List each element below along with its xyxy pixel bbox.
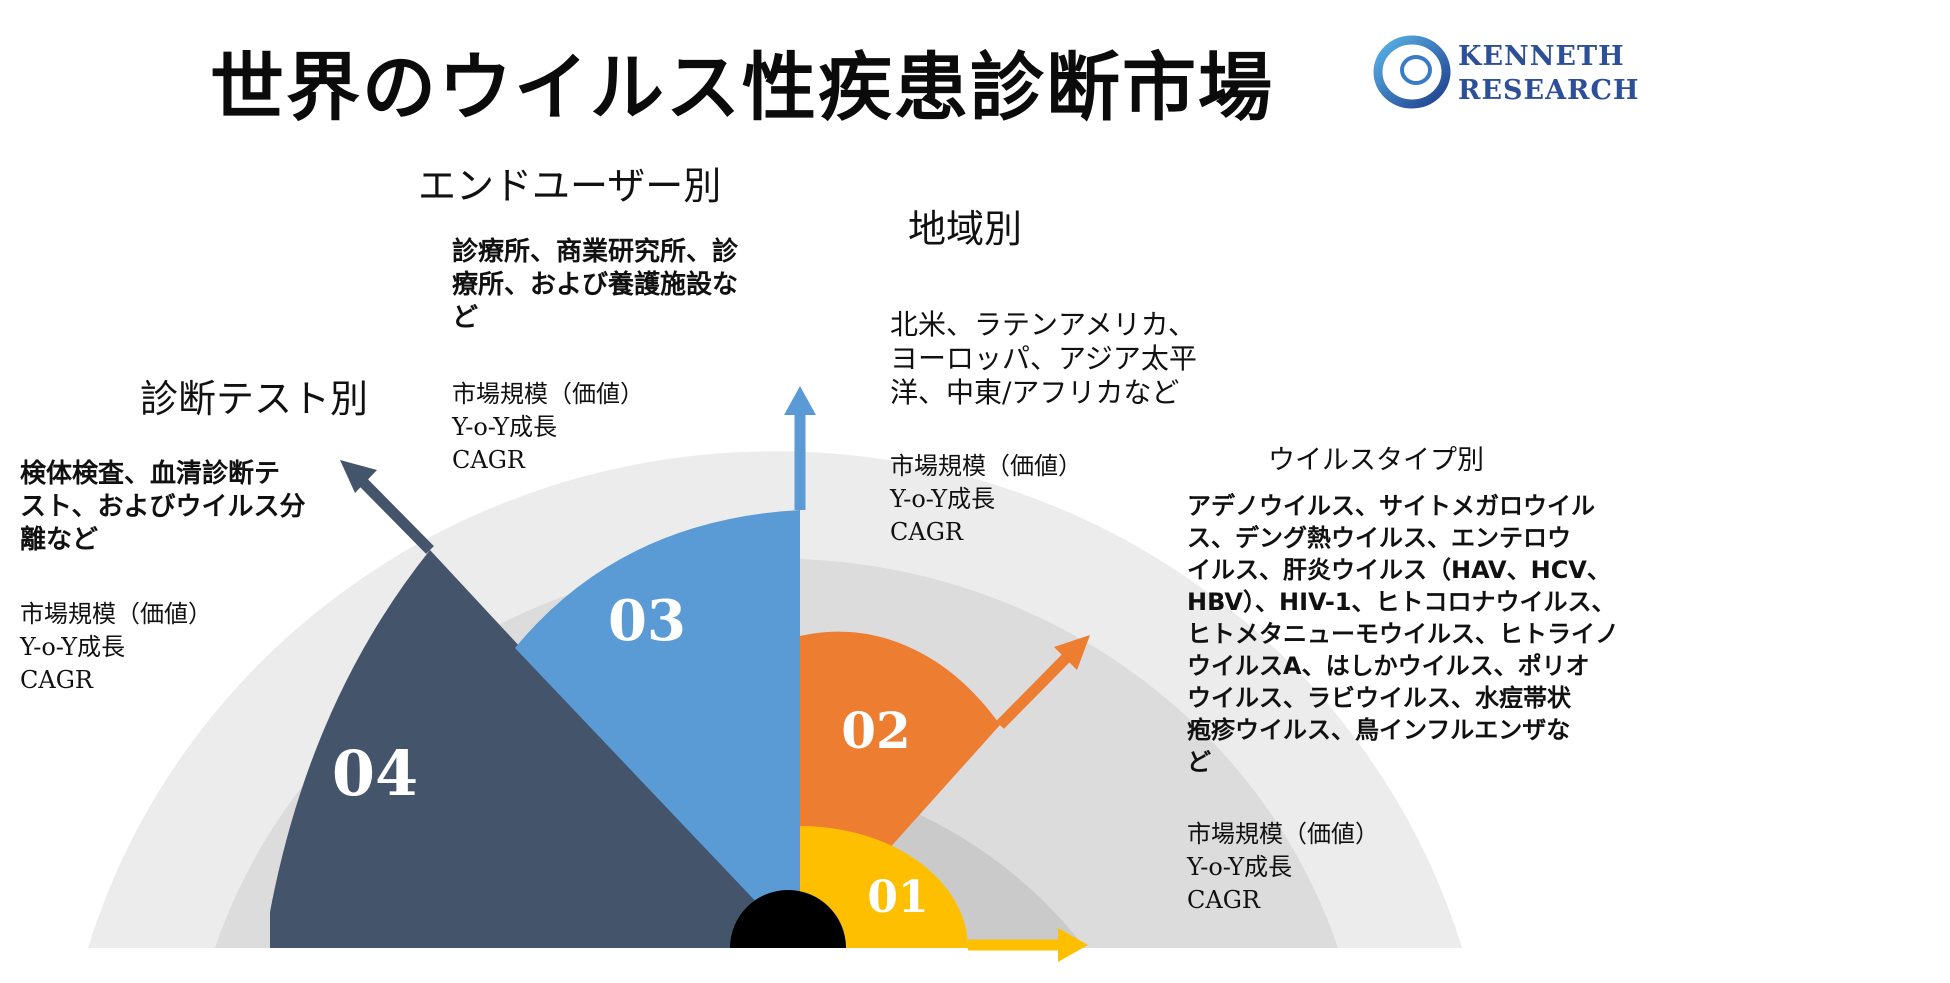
desc-line: 疱疹ウイルス、鳥インフルエンザな [1187,716,1571,744]
metric-cagr: CAGR [890,518,963,546]
metric-yoy: Y-o-Y成長 [890,485,996,513]
diagnostic-test-metrics: 市場規模（価値） Y-o-Y成長 CAGR [20,598,212,697]
desc-line: 療所、および養護施設な [452,270,739,300]
desc-line: ヒトメタニューモウイルス、ヒトライノ [1187,620,1619,648]
region-heading: 地域別 [908,207,1023,251]
desc-line: ウイルスA、はしかウイルス、ポリオ [1187,652,1590,680]
metric-yoy: Y-o-Y成長 [452,413,558,441]
segment-03-number: 03 [608,588,686,654]
metric-yoy: Y-o-Y成長 [1187,853,1293,881]
desc-line: 洋、中東/アフリカなど [890,376,1180,409]
logo-wordmark: KENNETH RESEARCH [1458,40,1639,108]
desc-line: HBV）、HIV-1、ヒトコロナウイルス、 [1187,588,1616,616]
desc-line: ど [1187,748,1211,776]
metric-market-size: 市場規模（価値） [20,600,212,628]
desc-line: 北米、ラテンアメリカ、 [890,308,1197,341]
virus-type-metrics: 市場規模（価値） Y-o-Y成長 CAGR [1187,818,1379,917]
metric-cagr: CAGR [452,446,525,474]
desc-line: イルス、肝炎ウイルス（HAV、HCV、 [1187,556,1611,584]
desc-line: ど [452,303,479,333]
segment-04-number: 04 [332,737,418,810]
virus-type-desc: アデノウイルス、サイトメガロウイル ス、デング熱ウイルス、エンテロウ イルス、肝… [1187,490,1619,778]
segment-03 [515,510,800,948]
logo-line-1: KENNETH [1458,41,1625,72]
diagnostic-test-heading: 診断テスト別 [140,377,369,421]
arrow-01 [968,928,1088,962]
desc-line: 診療所、商業研究所、診 [452,237,739,267]
metric-cagr: CAGR [20,666,93,694]
swirl-logo-icon [1373,35,1451,109]
region-metrics: 市場規模（価値） Y-o-Y成長 CAGR [890,450,1082,549]
metric-yoy: Y-o-Y成長 [20,633,126,661]
segment-01-number: 01 [867,872,928,923]
desc-line: スト、およびウイルス分 [20,492,306,522]
segment-01 [800,826,968,948]
desc-line: ヨーロッパ、アジア太平 [890,342,1197,375]
end-user-desc: 診療所、商業研究所、診 療所、および養護施設な ど [452,236,812,335]
arrow-03 [784,386,816,510]
center-hub [730,890,846,948]
logo-line-2: RESEARCH [1458,75,1640,106]
page-title: 世界のウイルス性疾患診断市場 [210,45,1274,131]
diagnostic-test-desc: 検体検査、血清診断テ スト、およびウイルス分 離など [20,458,360,557]
desc-line: ウイルス、ラビウイルス、水痘帯状 [1187,684,1571,712]
metric-market-size: 市場規模（価値） [452,380,644,408]
region-desc: 北米、ラテンアメリカ、 ヨーロッパ、アジア太平 洋、中東/アフリカなど [890,308,1270,410]
metric-market-size: 市場規模（価値） [890,452,1082,480]
desc-line: 離など [20,525,99,555]
desc-line: アデノウイルス、サイトメガロウイル [1187,492,1595,520]
end-user-metrics: 市場規模（価値） Y-o-Y成長 CAGR [452,378,644,477]
segment-04 [270,550,800,948]
desc-line: ス、デング熱ウイルス、エンテロウ [1187,524,1571,552]
segment-02-number: 02 [841,701,911,760]
metric-market-size: 市場規模（価値） [1187,820,1379,848]
virus-type-heading: ウイルスタイプ別 [1268,445,1484,476]
end-user-heading: エンドユーザー別 [418,164,722,208]
desc-line: 検体検査、血清診断テ [20,459,281,489]
arrow-02 [996,635,1090,729]
arrow-04 [340,460,434,554]
metric-cagr: CAGR [1187,886,1260,914]
